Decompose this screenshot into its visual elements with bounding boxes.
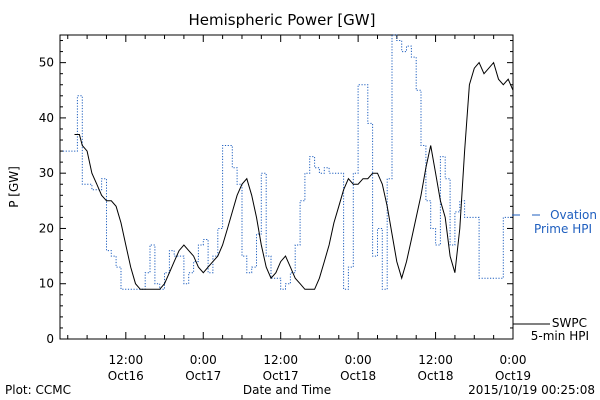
legend-ovation: Ovation Prime HPI [512, 208, 597, 236]
x-tick-label-time: 12:00 [263, 353, 298, 367]
ovation-prime-series-line [62, 34, 513, 290]
legend-ovation-line-2: Prime HPI [534, 222, 592, 236]
x-tick-label-date: Oct18 [340, 369, 376, 383]
y-tick-label: 10 [39, 277, 54, 291]
x-tick-label-time: 0:00 [345, 353, 372, 367]
legend-swpc: SWPC 5-min HPI [512, 316, 589, 343]
y-axis-ticks: 0 10 20 30 40 50 [39, 40, 513, 346]
x-tick-label-time: 0:00 [500, 353, 527, 367]
y-tick-label: 30 [39, 166, 54, 180]
x-axis-ticks: 12:00 Oct16 0:00 Oct17 12:00 Oct17 0:00 Oct18 12… [67, 35, 531, 383]
x-tick-label-time: 12:00 [418, 353, 453, 367]
y-axis-label: P [GW] [7, 166, 21, 208]
x-tick-label-date: Oct19 [495, 369, 531, 383]
x-axis-label: Date and Time [243, 383, 331, 397]
x-tick-label-date: Oct17 [185, 369, 221, 383]
footer-plot-label: Plot: CCMC [5, 383, 71, 397]
plot-area [59, 34, 514, 340]
x-tick-label-date: Oct16 [108, 369, 144, 383]
y-tick-label: 40 [39, 111, 54, 125]
swpc-series-line [74, 61, 514, 290]
chart-title: Hemispheric Power [GW] [189, 11, 376, 29]
x-tick-label-date: Oct18 [418, 369, 454, 383]
legend-ovation-line-1: Ovation [550, 208, 597, 222]
x-tick-label-date: Oct17 [263, 369, 299, 383]
legend-swpc-line-2: 5-min HPI [531, 329, 589, 343]
y-tick-label: 20 [39, 221, 54, 235]
y-tick-label: 50 [39, 56, 54, 70]
footer-timestamp: 2015/10/19 00:25:08 [468, 383, 595, 397]
x-tick-label-time: 12:00 [109, 353, 144, 367]
y-tick-label: 0 [46, 332, 54, 346]
legend-swpc-line-1: SWPC [552, 316, 587, 330]
plot-frame [59, 34, 514, 340]
x-tick-label-time: 0:00 [190, 353, 217, 367]
